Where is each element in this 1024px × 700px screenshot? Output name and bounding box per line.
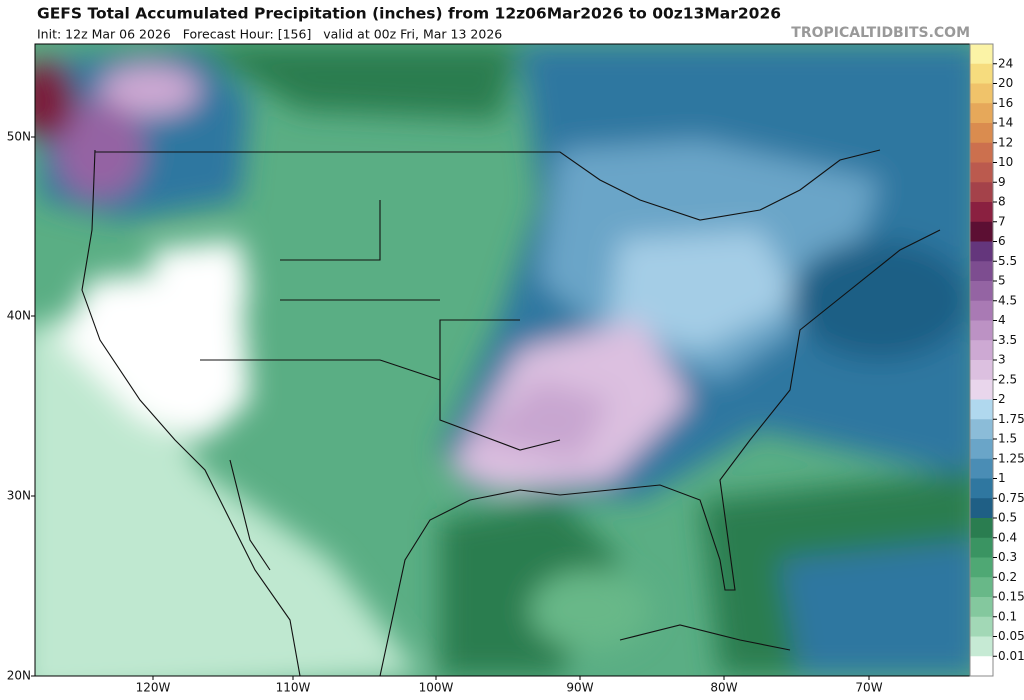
colorbar-cell	[970, 83, 993, 104]
colorbar-label: 14	[998, 116, 1013, 130]
colorbar-cell	[970, 261, 993, 282]
colorbar-label: 1	[998, 471, 1006, 485]
colorbar-label: 16	[998, 96, 1013, 110]
colorbar-label: 0.5	[998, 511, 1017, 525]
colorbar-label: 2	[998, 392, 1006, 406]
colorbar-cell	[970, 340, 993, 361]
colorbar-label: 0.1	[998, 609, 1017, 623]
colorbar-cell	[970, 123, 993, 144]
colorbar-cell	[970, 103, 993, 124]
colorbar-label: 6	[998, 234, 1006, 248]
colorbar-label: 12	[998, 135, 1013, 149]
lon-label: 70W	[855, 681, 882, 695]
colorbar-cell	[970, 498, 993, 519]
colorbar-cell	[970, 557, 993, 578]
colorbar-cell	[970, 379, 993, 400]
colorbar-cell	[970, 518, 993, 539]
lat-label: 50N	[7, 130, 31, 144]
colorbar-label: 0.05	[998, 629, 1024, 643]
colorbar-cell	[970, 63, 993, 84]
lat-label: 20N	[7, 669, 31, 683]
colorbar-cell	[970, 281, 993, 302]
colorbar-label: 0.2	[998, 570, 1017, 584]
colorbar-label: 8	[998, 195, 1006, 209]
colorbar-label: 24	[998, 56, 1013, 70]
colorbar-cell	[970, 162, 993, 183]
colorbar-cell	[970, 399, 993, 420]
colorbar-cell	[970, 182, 993, 203]
colorbar-cell	[970, 537, 993, 558]
lat-label: 40N	[7, 309, 31, 323]
precip-field	[35, 44, 970, 676]
colorbar-cell	[970, 202, 993, 223]
colorbar-label: 5.5	[998, 254, 1017, 268]
colorbar-label: 7	[998, 214, 1006, 228]
colorbar-cell	[970, 300, 993, 321]
colorbar-cell	[970, 656, 993, 677]
lon-label: 90W	[566, 681, 593, 695]
colorbar-cell	[970, 439, 993, 460]
colorbar-cell	[970, 478, 993, 499]
subtitle: Init: 12z Mar 06 2026 Forecast Hour: [15…	[37, 27, 502, 42]
colorbar-label: 4.5	[998, 293, 1017, 307]
colorbar-cell	[970, 458, 993, 479]
colorbar-cell	[970, 577, 993, 598]
lon-label: 110W	[276, 681, 311, 695]
colorbar-cell	[970, 44, 993, 65]
colorbar-cell	[970, 419, 993, 440]
colorbar-cell	[970, 360, 993, 381]
colorbar-cell	[970, 597, 993, 618]
colorbar-cell	[970, 616, 993, 637]
colorbar-label: 1.75	[998, 412, 1024, 426]
colorbar-label: 0.3	[998, 550, 1017, 564]
lon-label: 100W	[419, 681, 454, 695]
colorbar-cell	[970, 636, 993, 657]
colorbar-label: 0.01	[998, 649, 1024, 663]
colorbar-label: 10	[998, 155, 1013, 169]
colorbar-label: 20	[998, 76, 1013, 90]
colorbar-label: 5	[998, 274, 1006, 288]
colorbar-cell	[970, 320, 993, 341]
colorbar-label: 0.15	[998, 590, 1024, 604]
colorbar-label: 9	[998, 175, 1006, 189]
colorbar-cell	[970, 221, 993, 242]
lat-label: 30N	[7, 489, 31, 503]
colorbar-label: 0.4	[998, 530, 1017, 544]
colorbar-label: 1.5	[998, 432, 1017, 446]
lon-label: 80W	[710, 681, 737, 695]
watermark: TROPICALTIDBITS.COM	[791, 25, 970, 41]
colorbar-label: 3	[998, 353, 1006, 367]
colorbar-label: 1.25	[998, 451, 1024, 465]
colorbar-cell	[970, 241, 993, 262]
title: GEFS Total Accumulated Precipitation (in…	[37, 5, 781, 23]
colorbar-label: 4	[998, 313, 1006, 327]
colorbar-cell	[970, 142, 993, 163]
colorbar-label: 0.75	[998, 491, 1024, 505]
colorbar-label: 2.5	[998, 372, 1017, 386]
lon-label: 120W	[136, 681, 171, 695]
colorbar-label: 3.5	[998, 333, 1017, 347]
